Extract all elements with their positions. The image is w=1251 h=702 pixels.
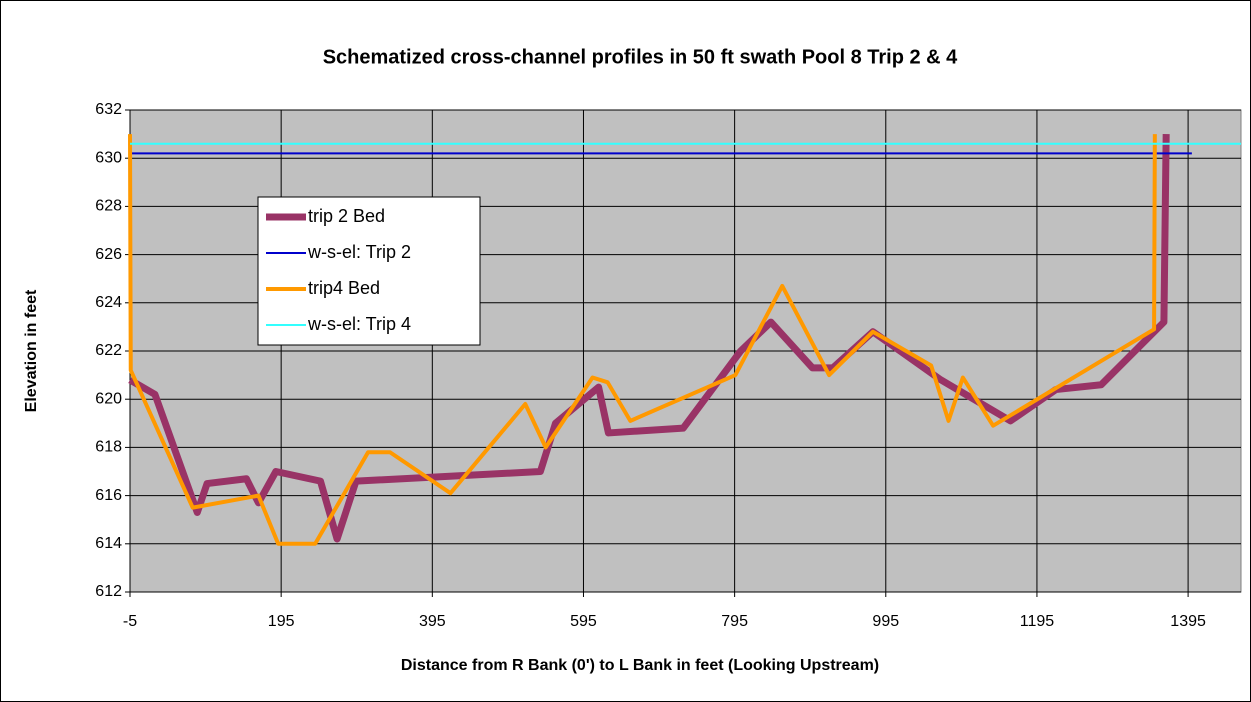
series-line	[128, 134, 1170, 543]
x-tick-label: 195	[268, 613, 295, 630]
y-tick-label: 628	[95, 198, 122, 215]
legend-label: trip 2 Bed	[308, 206, 385, 226]
y-tick-label: 620	[95, 390, 122, 407]
legend-label: w-s-el: Trip 2	[307, 242, 411, 262]
y-tick-label: 616	[95, 487, 122, 504]
y-tick-label: 624	[95, 294, 122, 311]
y-tick-label: 632	[95, 101, 122, 118]
y-tick-label: 618	[95, 439, 122, 456]
legend-label: w-s-el: Trip 4	[307, 314, 411, 334]
x-tick-label: 595	[570, 613, 597, 630]
x-tick-label: -5	[123, 613, 137, 630]
series-line	[128, 134, 1157, 546]
x-tick-label: 795	[721, 613, 748, 630]
y-tick-label: 622	[95, 342, 122, 359]
legend	[257, 196, 481, 346]
y-tick-label: 626	[95, 246, 122, 263]
x-tick-label: 1395	[1170, 613, 1206, 630]
x-axis-label: Distance from R Bank (0') to L Bank in f…	[401, 657, 879, 674]
chart-title: Schematized cross-channel profiles in 50…	[323, 46, 958, 68]
x-tick-label: 995	[872, 613, 899, 630]
x-tick-label: 395	[419, 613, 446, 630]
y-tick-label: 614	[95, 535, 122, 552]
x-tick-label: 1195	[1020, 613, 1055, 630]
y-axis-label: Elevation in feet	[23, 289, 40, 412]
y-tick-label: 612	[95, 583, 122, 600]
legend-label: trip4 Bed	[308, 278, 380, 298]
y-tick-label: 630	[95, 149, 122, 166]
